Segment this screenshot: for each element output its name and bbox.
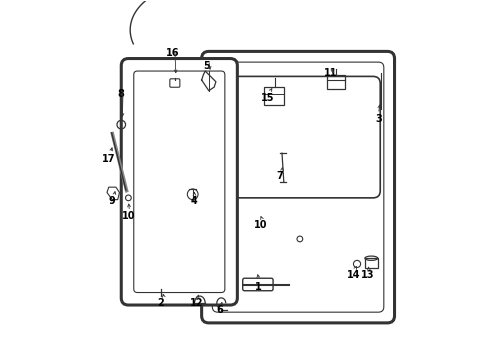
Text: 14: 14: [346, 270, 360, 280]
Text: 15: 15: [261, 93, 274, 103]
Bar: [326, 75, 344, 89]
FancyBboxPatch shape: [121, 59, 237, 305]
Text: 11: 11: [323, 68, 336, 78]
Text: 4: 4: [191, 197, 198, 206]
Text: 10: 10: [253, 220, 267, 230]
Text: 8: 8: [118, 89, 124, 99]
Text: 9: 9: [109, 197, 116, 206]
Text: 12: 12: [189, 298, 203, 308]
Text: 6: 6: [216, 305, 223, 315]
Text: 10: 10: [122, 211, 135, 221]
Text: 1: 1: [255, 282, 262, 292]
Text: 2: 2: [157, 298, 163, 308]
Text: 7: 7: [276, 171, 283, 181]
Text: 17: 17: [102, 154, 115, 163]
Bar: [364, 258, 377, 268]
Bar: [264, 87, 283, 105]
Text: 13: 13: [360, 270, 374, 280]
Text: 16: 16: [166, 48, 180, 58]
Text: 3: 3: [374, 114, 381, 124]
Text: 5: 5: [203, 61, 210, 71]
